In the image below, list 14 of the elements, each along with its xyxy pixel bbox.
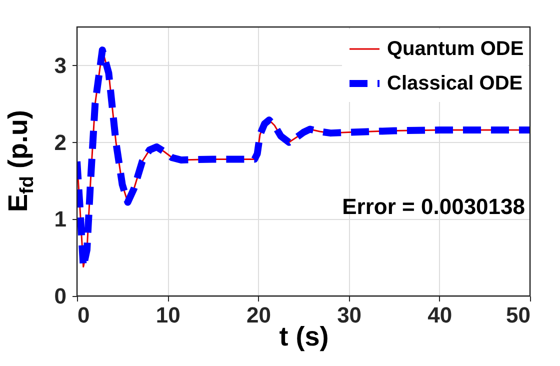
legend-label: Quantum ODE xyxy=(387,38,524,60)
x-axis-title: t (s) xyxy=(279,322,329,352)
x-tick-label: 30 xyxy=(337,302,362,328)
y-tick-label: 0 xyxy=(54,284,66,308)
legend-label: Classical ODE xyxy=(387,72,523,94)
y-tick-label: 3 xyxy=(54,52,66,78)
x-tick-label: 0 xyxy=(78,302,90,328)
annotation: Error = 0.0030138 xyxy=(342,194,525,219)
y-tick-label: 2 xyxy=(54,130,66,155)
x-tick-label: 40 xyxy=(428,302,452,328)
x-tick-label: 10 xyxy=(156,302,180,328)
x-tick-label: 20 xyxy=(246,302,271,328)
x-tick-label: 50 xyxy=(506,302,530,328)
y-tick-label: 1 xyxy=(54,206,66,232)
